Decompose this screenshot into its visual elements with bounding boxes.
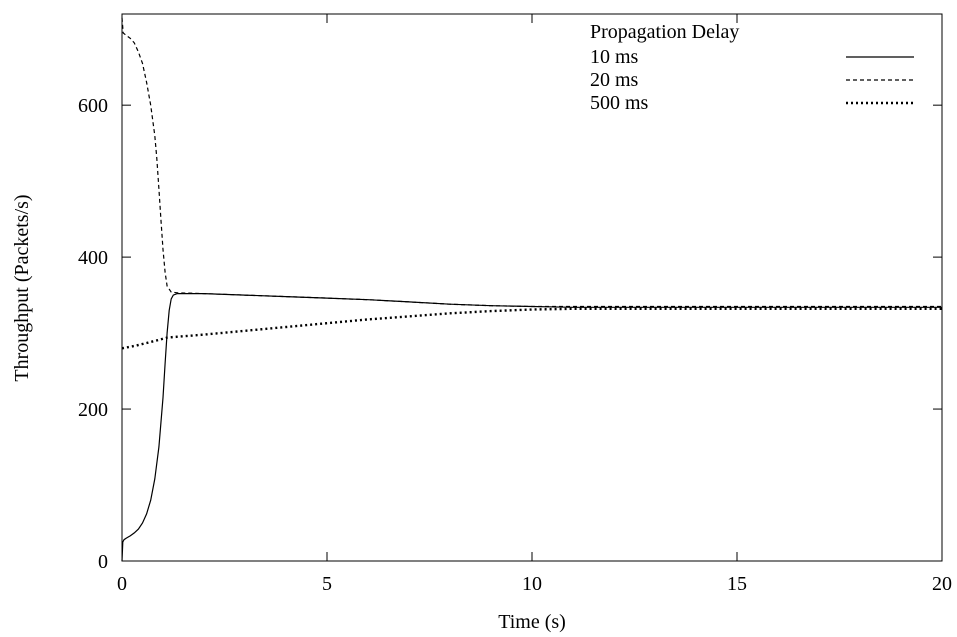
series-line-2 xyxy=(121,307,942,350)
x-tick-label: 15 xyxy=(727,573,747,595)
series-lines xyxy=(121,17,942,562)
legend-label-1: 20 ms xyxy=(590,69,639,91)
y-axis-label: Throughput (Packets/s) xyxy=(11,194,33,381)
legend-label-0: 10 ms xyxy=(590,46,639,68)
series-line-0 xyxy=(121,293,942,562)
axis-ticks xyxy=(121,14,943,562)
x-tick-label: 20 xyxy=(932,573,952,595)
plot-frame xyxy=(121,13,943,562)
x-tick-label: 0 xyxy=(117,573,127,595)
y-tick-label: 200 xyxy=(78,399,108,421)
y-tick-label: 0 xyxy=(98,551,108,573)
y-tick-label: 400 xyxy=(78,247,108,269)
x-axis-label: Time (s) xyxy=(498,611,566,633)
x-tick-label: 10 xyxy=(522,573,542,595)
legend-label-2: 500 ms xyxy=(590,92,649,114)
x-tick-label: 5 xyxy=(322,573,332,595)
legend-title: Propagation Delay xyxy=(590,21,739,43)
series-line-1 xyxy=(121,17,942,308)
y-tick-label: 600 xyxy=(78,95,108,117)
